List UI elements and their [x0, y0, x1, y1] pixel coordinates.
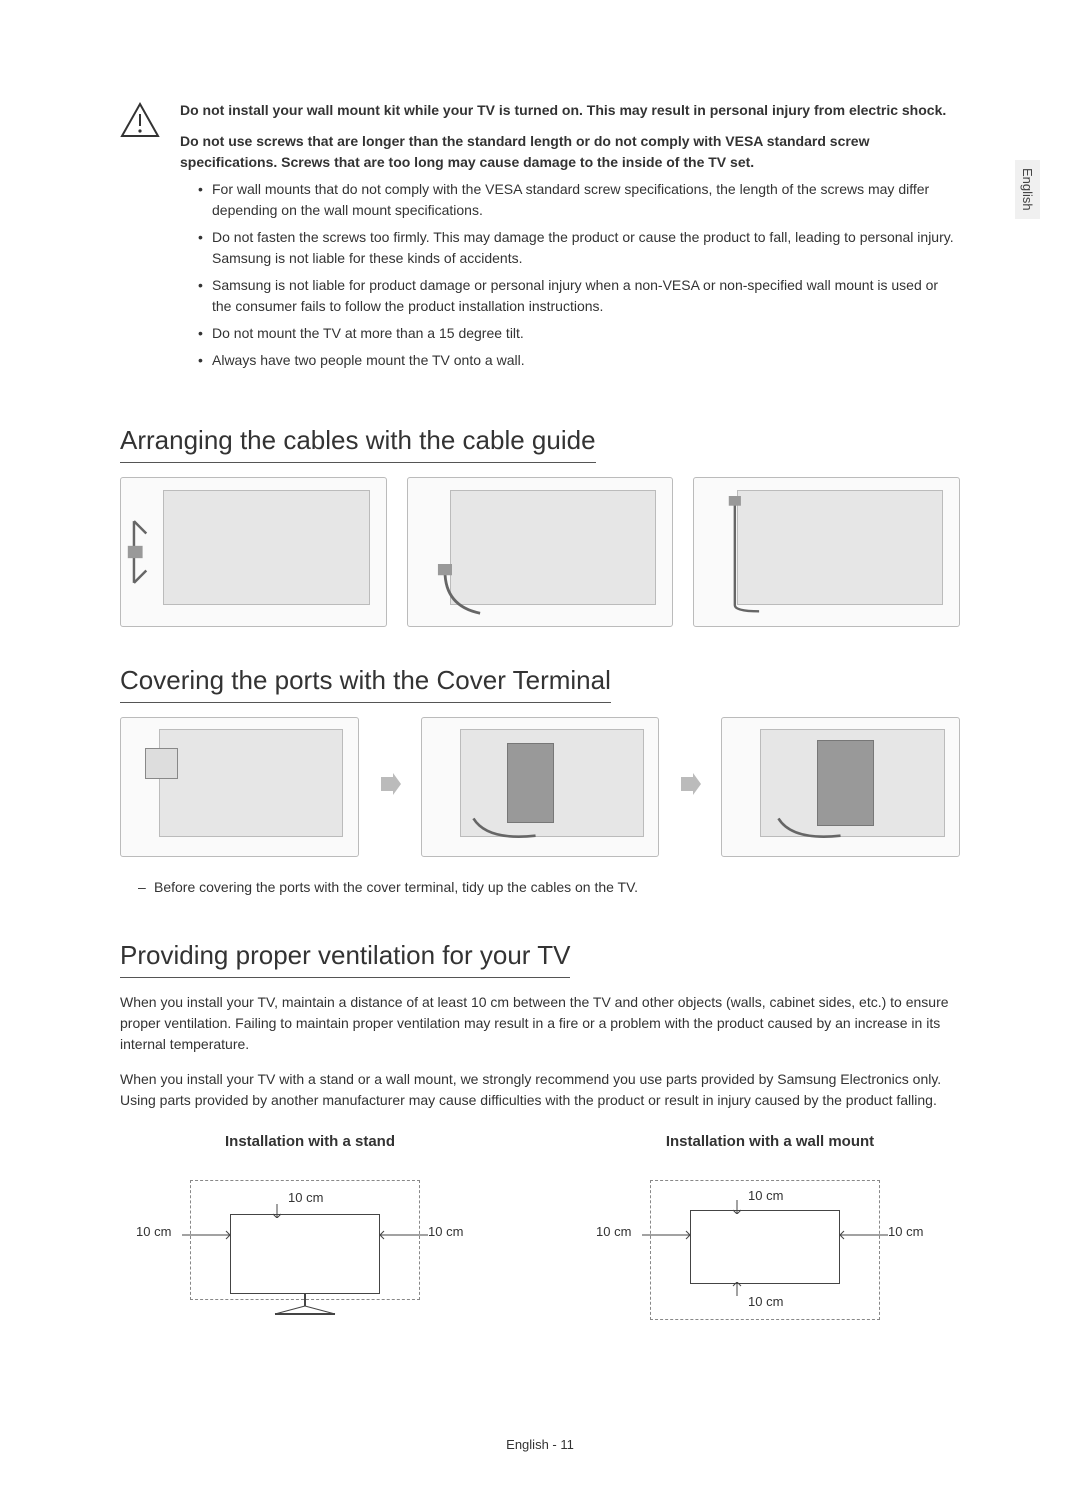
warning-line2: Do not use screws that are longer than t…: [180, 131, 960, 173]
figure-cable-step2: [407, 477, 674, 627]
warning-block: Do not install your wall mount kit while…: [120, 100, 960, 377]
page-number: English - 11: [506, 1435, 574, 1455]
figure-cable-step3: [693, 477, 960, 627]
warning-bullet: Do not mount the TV at more than a 15 de…: [198, 323, 960, 344]
figure-cable-step1: [120, 477, 387, 627]
ventilation-para2: When you install your TV with a stand or…: [120, 1069, 960, 1111]
figure-cover-step3: [721, 717, 960, 857]
warning-bullet: Do not fasten the screws too firmly. Thi…: [198, 227, 960, 269]
cover-terminal-figures: [120, 717, 960, 857]
warning-text: Do not install your wall mount kit while…: [180, 100, 960, 377]
dist-right-label: 10 cm: [888, 1222, 923, 1242]
side-language-label: English: [1015, 160, 1041, 219]
dist-right-label: 10 cm: [428, 1222, 463, 1242]
vent-stand-title: Installation with a stand: [120, 1131, 500, 1154]
warning-bullet: Samsung is not liable for product damage…: [198, 275, 960, 317]
dist-bottom-label: 10 cm: [748, 1292, 783, 1312]
warning-line1: Do not install your wall mount kit while…: [180, 100, 960, 121]
cover-terminal-note: Before covering the ports with the cover…: [138, 877, 960, 898]
section1-heading: Arranging the cables with the cable guid…: [120, 421, 596, 463]
arrow-right-icon: [679, 773, 701, 801]
cable-guide-figures: [120, 477, 960, 627]
warning-icon: [120, 100, 160, 377]
dist-left-label: 10 cm: [596, 1222, 631, 1242]
dist-top-label: 10 cm: [288, 1188, 323, 1208]
figure-cover-step1: [120, 717, 359, 857]
ventilation-diagrams: Installation with a stand 10 cm 10 cm 10…: [120, 1131, 960, 1336]
vent-wall-diagram: Installation with a wall mount 10 cm 10 …: [580, 1131, 960, 1336]
warning-bullet-list: For wall mounts that do not comply with …: [180, 179, 960, 371]
vent-wall-title: Installation with a wall mount: [580, 1131, 960, 1154]
warning-bullet: For wall mounts that do not comply with …: [198, 179, 960, 221]
vent-stand-diagram: Installation with a stand 10 cm 10 cm 10…: [120, 1131, 500, 1336]
dist-left-label: 10 cm: [136, 1222, 171, 1242]
ventilation-para1: When you install your TV, maintain a dis…: [120, 992, 960, 1055]
arrow-right-icon: [379, 773, 401, 801]
warning-bullet: Always have two people mount the TV onto…: [198, 350, 960, 371]
section2-heading: Covering the ports with the Cover Termin…: [120, 661, 611, 703]
section3-heading: Providing proper ventilation for your TV: [120, 936, 570, 978]
figure-cover-step2: [421, 717, 660, 857]
dist-top-label: 10 cm: [748, 1186, 783, 1206]
